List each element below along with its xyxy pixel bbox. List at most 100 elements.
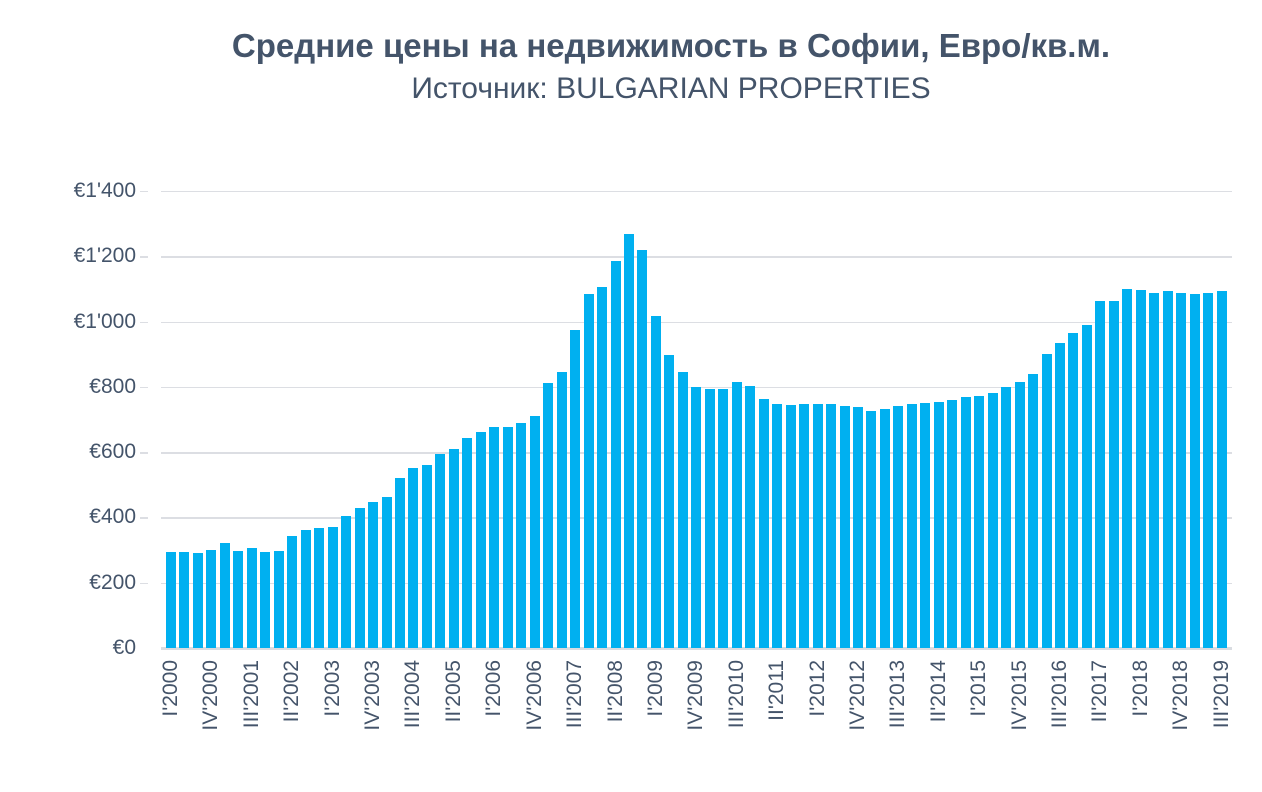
bar: [1149, 292, 1160, 648]
bar: [354, 507, 365, 648]
x-axis-label: II'2017: [1088, 660, 1112, 723]
bar: [206, 550, 217, 648]
x-axis-label: I'2015: [967, 660, 991, 717]
bar: [866, 411, 877, 648]
x-axis-label: III'2010: [724, 660, 748, 729]
bar: [341, 516, 352, 648]
bar: [287, 536, 298, 648]
bar: [906, 403, 917, 648]
y-axis-tick: [140, 452, 148, 454]
x-axis-label: III'2001: [239, 660, 263, 729]
y-axis-tick: [140, 386, 148, 389]
bar: [1095, 301, 1106, 648]
y-axis-tick: [140, 582, 148, 585]
bar: [920, 402, 931, 648]
x-axis-label: III'2007: [563, 660, 587, 729]
bar: [1014, 381, 1025, 648]
x-axis-label: III'2004: [401, 660, 425, 729]
y-gridline: [161, 191, 1232, 193]
x-axis-label: IV'2003: [361, 660, 385, 731]
y-axis-tick: [140, 256, 148, 258]
bar: [166, 551, 176, 648]
bar: [610, 260, 621, 648]
bar: [1216, 290, 1227, 648]
x-axis-label: III'2013: [886, 660, 910, 729]
x-axis-label: IV'2018: [1169, 660, 1193, 731]
bar: [233, 551, 244, 648]
bar: [300, 530, 311, 648]
y-axis-tick: [140, 321, 148, 323]
bar: [1108, 301, 1119, 648]
x-axis-line: [161, 647, 1232, 650]
bar: [435, 454, 446, 648]
chart-title: Средние цены на недвижимость в Софии, Ев…: [231, 27, 1111, 64]
bar: [529, 415, 540, 648]
bar: [852, 407, 863, 648]
y-axis-label: €0: [112, 636, 136, 659]
bar: [327, 526, 338, 648]
y-gridline: [161, 321, 1232, 323]
bar: [597, 286, 608, 648]
y-axis-tick: [140, 191, 148, 193]
x-axis-label: I'2003: [320, 660, 344, 717]
bar: [570, 329, 581, 648]
bar: [1122, 288, 1133, 648]
x-axis-label: I'2009: [643, 660, 667, 717]
bar: [731, 381, 742, 648]
bar: [260, 551, 271, 648]
bar: [974, 395, 985, 648]
x-axis-label: II'2005: [441, 660, 465, 723]
y-axis-label: €1'200: [73, 244, 136, 268]
bar: [772, 403, 783, 648]
x-axis-label: III'2019: [1209, 660, 1233, 729]
bar: [516, 423, 527, 648]
bar: [1203, 293, 1214, 648]
bar: [664, 354, 675, 648]
bar: [1001, 386, 1012, 648]
bar: [1189, 294, 1200, 648]
bar: [677, 372, 688, 648]
y-gridline: [161, 256, 1232, 258]
bar: [799, 404, 810, 648]
y-axis-label: €1'400: [73, 179, 136, 202]
bar: [381, 496, 392, 648]
x-axis-label: II'2014: [926, 660, 950, 723]
x-axis-label: I'2012: [805, 660, 829, 717]
bar: [273, 551, 284, 648]
bar: [489, 427, 500, 648]
bar: [637, 249, 648, 648]
bar: [1028, 374, 1039, 648]
bar: [448, 448, 459, 648]
bar: [462, 438, 473, 648]
x-axis-label: IV'2000: [199, 660, 223, 731]
bar: [987, 393, 998, 648]
bar: [704, 389, 715, 648]
x-axis-label: I'2018: [1128, 660, 1152, 717]
bar: [1081, 325, 1092, 648]
bar: [314, 527, 325, 648]
x-axis-label: I'2006: [482, 660, 506, 717]
x-axis-label: II'2011: [765, 660, 789, 721]
x-axis-label: IV'2012: [845, 660, 869, 731]
bar: [879, 408, 890, 648]
bar: [1162, 291, 1173, 648]
bar: [1068, 332, 1079, 648]
bar: [758, 398, 769, 648]
bar: [583, 294, 594, 648]
bar: [1135, 290, 1146, 648]
bar: [650, 316, 661, 648]
bar: [192, 553, 203, 648]
y-axis-label: €400: [89, 505, 136, 529]
y-axis-label: €200: [89, 570, 136, 594]
y-axis-tick: [140, 517, 148, 519]
bar: [745, 386, 756, 648]
chart-header: Средние цены на недвижимость в Софии, Ев…: [100, 24, 1242, 110]
bar: [179, 551, 190, 648]
x-axis-label: III'2016: [1048, 660, 1072, 729]
bar: [947, 400, 958, 648]
bar: [623, 234, 634, 648]
bar: [785, 405, 796, 648]
bar: [826, 403, 837, 648]
